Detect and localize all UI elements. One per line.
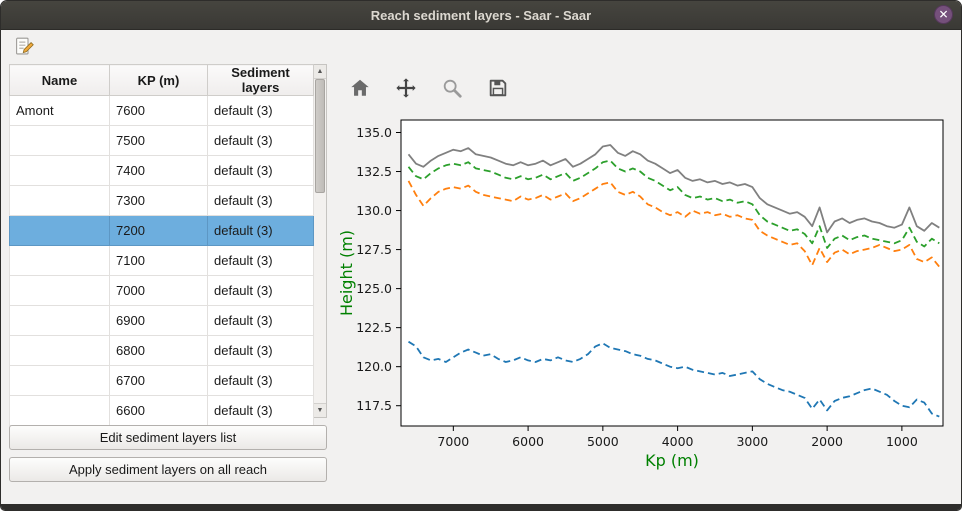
cell-kp[interactable]: 7300 <box>109 185 208 216</box>
cell-name[interactable] <box>9 365 110 396</box>
column-header-kp[interactable]: KP (m) <box>109 64 208 96</box>
cell-name[interactable] <box>9 245 110 276</box>
svg-text:122.5: 122.5 <box>356 320 392 335</box>
cell-sediment-layers[interactable]: default (3) <box>207 215 314 246</box>
cell-kp[interactable]: 7200 <box>109 215 208 246</box>
cell-name[interactable] <box>9 215 110 246</box>
cell-name[interactable] <box>9 125 110 156</box>
table-row[interactable]: 6900 default (3) <box>9 305 314 336</box>
sediment-table-panel: Name KP (m) Sediment layers Amont 7600 def… <box>9 64 327 496</box>
cell-sediment-layers[interactable]: default (3) <box>207 395 314 426</box>
svg-text:120.0: 120.0 <box>356 359 392 374</box>
cell-sediment-layers[interactable]: default (3) <box>207 335 314 366</box>
sediment-layers-table: Name KP (m) Sediment layers Amont 7600 def… <box>9 64 314 426</box>
cell-name[interactable] <box>9 155 110 186</box>
table-row[interactable]: 7500 default (3) <box>9 125 314 156</box>
table-row[interactable]: Amont 7600 default (3) <box>9 95 314 126</box>
svg-text:7000: 7000 <box>437 434 469 449</box>
cell-sediment-layers[interactable]: default (3) <box>207 245 314 276</box>
table-area: Name KP (m) Sediment layers Amont 7600 def… <box>9 64 327 426</box>
table-row[interactable]: 7100 default (3) <box>9 245 314 276</box>
cell-sediment-layers[interactable]: default (3) <box>207 305 314 336</box>
cell-kp[interactable]: 6900 <box>109 305 208 336</box>
cell-name[interactable] <box>9 275 110 306</box>
edit-sediment-tool-button[interactable] <box>11 33 37 59</box>
cell-sediment-layers[interactable]: default (3) <box>207 185 314 216</box>
zoom-icon <box>443 79 462 98</box>
svg-text:132.5: 132.5 <box>356 164 392 179</box>
cell-sediment-layers[interactable]: default (3) <box>207 95 314 126</box>
column-header-sediment-layers[interactable]: Sediment layers <box>207 64 314 96</box>
apply-sediment-layers-button[interactable]: Apply sediment layers on all reach <box>9 457 327 482</box>
scroll-down-arrow[interactable]: ▼ <box>314 403 326 417</box>
table-row[interactable]: 7000 default (3) <box>9 275 314 306</box>
edit-sediment-layers-button[interactable]: Edit sediment layers list <box>9 425 327 450</box>
table-row[interactable]: 7200 default (3) <box>9 215 314 246</box>
cell-name[interactable] <box>9 395 110 426</box>
cell-name[interactable] <box>9 305 110 336</box>
sediment-profile-chart[interactable]: 7000 6000 5000 4000 3000 2000 1000 117.5 120.0 12… <box>337 108 953 478</box>
window-content: Name KP (m) Sediment layers Amont 7600 def… <box>1 62 961 504</box>
table-row[interactable]: 6800 default (3) <box>9 335 314 366</box>
scroll-up-arrow[interactable]: ▲ <box>314 65 326 79</box>
column-header-name[interactable]: Name <box>9 64 110 96</box>
cell-kp[interactable]: 7400 <box>109 155 208 186</box>
cell-kp[interactable]: 7600 <box>109 95 208 126</box>
svg-text:3000: 3000 <box>736 434 768 449</box>
svg-text:Kp (m): Kp (m) <box>645 451 699 470</box>
window-bottom-edge <box>1 504 961 510</box>
cell-sediment-layers[interactable]: default (3) <box>207 365 314 396</box>
plot-pan-button[interactable] <box>391 73 421 103</box>
cell-kp[interactable]: 7500 <box>109 125 208 156</box>
top-toolbar <box>1 30 961 62</box>
move-icon <box>396 78 416 98</box>
cell-kp[interactable]: 6600 <box>109 395 208 426</box>
svg-text:4000: 4000 <box>662 434 694 449</box>
plot-panel: 7000 6000 5000 4000 3000 2000 1000 117.5 120.0 12… <box>337 64 953 496</box>
cell-name[interactable]: Amont <box>9 95 110 126</box>
plot-save-button[interactable] <box>483 73 513 103</box>
plot-toolbar <box>337 64 953 108</box>
cell-kp[interactable]: 7000 <box>109 275 208 306</box>
svg-text:125.0: 125.0 <box>356 281 392 296</box>
cell-sediment-layers[interactable]: default (3) <box>207 125 314 156</box>
svg-text:135.0: 135.0 <box>356 125 392 140</box>
plot-home-button[interactable] <box>345 73 375 103</box>
svg-text:117.5: 117.5 <box>356 398 392 413</box>
home-icon <box>351 79 369 96</box>
cell-kp[interactable]: 6800 <box>109 335 208 366</box>
cell-name[interactable] <box>9 335 110 366</box>
svg-text:1000: 1000 <box>886 434 918 449</box>
window-title: Reach sediment layers - Saar - Saar <box>370 7 592 23</box>
svg-text:127.5: 127.5 <box>356 242 392 257</box>
titlebar[interactable]: Reach sediment layers - Saar - Saar ✕ <box>1 1 961 30</box>
svg-text:130.0: 130.0 <box>356 203 392 218</box>
svg-text:2000: 2000 <box>811 434 843 449</box>
svg-text:Height (m): Height (m) <box>337 230 356 316</box>
close-icon: ✕ <box>938 7 949 21</box>
table-scrollbar[interactable]: ▲ ▼ <box>314 64 327 418</box>
scrollbar-thumb[interactable] <box>315 79 325 193</box>
table-header-row: Name KP (m) Sediment layers <box>9 64 314 96</box>
cell-sediment-layers[interactable]: default (3) <box>207 155 314 186</box>
svg-text:6000: 6000 <box>512 434 544 449</box>
edit-form-icon <box>15 37 34 54</box>
save-icon <box>489 79 507 97</box>
table-row[interactable]: 7300 default (3) <box>9 185 314 216</box>
plot-zoom-button[interactable] <box>437 73 467 103</box>
table-row[interactable]: 6600 default (3) <box>9 395 314 426</box>
cell-sediment-layers[interactable]: default (3) <box>207 275 314 306</box>
cell-kp[interactable]: 7100 <box>109 245 208 276</box>
cell-kp[interactable]: 6700 <box>109 365 208 396</box>
table-row[interactable]: 7400 default (3) <box>9 155 314 186</box>
svg-text:5000: 5000 <box>587 434 619 449</box>
cell-name[interactable] <box>9 185 110 216</box>
table-row[interactable]: 6700 default (3) <box>9 365 314 396</box>
close-button[interactable]: ✕ <box>934 5 953 24</box>
